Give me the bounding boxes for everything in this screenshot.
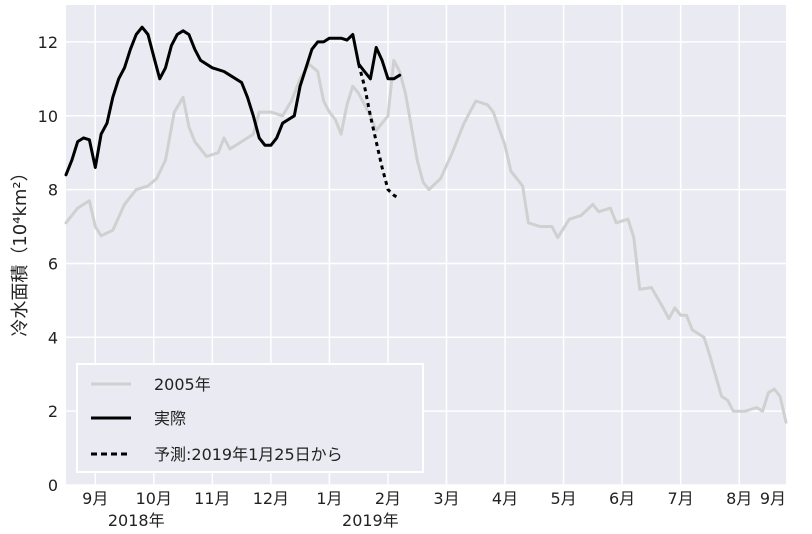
y-tick-label-6: 12 — [38, 33, 58, 52]
series-line-2 — [357, 63, 398, 199]
legend-label-forecast: 予測:2019年1月25日から — [154, 445, 343, 464]
x-tick-label-2: 11月 — [194, 489, 230, 508]
series-group — [64, 25, 788, 424]
legend-label-actual: 実際 — [154, 409, 186, 428]
y-tick-labels: 0 2 4 6 8 10 12 — [38, 33, 58, 495]
x-tick-label-11: 8月 — [726, 489, 752, 508]
y-tick-label-2: 4 — [48, 328, 58, 347]
y-tick-label-5: 10 — [38, 107, 58, 126]
legend: 2005年 実際 予測:2019年1月25日から — [76, 363, 424, 473]
x-tick-label-1: 10月 — [136, 489, 172, 508]
x-tick-label-10: 7月 — [668, 489, 694, 508]
series-line-0 — [64, 58, 788, 424]
y-axis-label: 冷水面積（10⁴km²） — [10, 163, 31, 336]
x-tick-label-8: 5月 — [550, 489, 576, 508]
x-tick-label-0: 9月 — [82, 489, 108, 508]
y-tick-label-1: 2 — [48, 402, 58, 421]
x-tick-label-5: 2月 — [375, 489, 401, 508]
y-tick-label-3: 6 — [48, 254, 58, 273]
legend-box — [76, 363, 424, 473]
x-tick-label-12: 9月 — [760, 489, 786, 508]
x-year-label-1: 2019年 — [342, 511, 399, 530]
x-tick-label-7: 4月 — [492, 489, 518, 508]
x-year-label-0: 2018年 — [108, 511, 165, 530]
y-tick-label-4: 8 — [48, 181, 58, 200]
x-tick-label-6: 3月 — [433, 489, 459, 508]
series-line-1 — [64, 25, 402, 177]
x-tick-label-4: 1月 — [316, 489, 342, 508]
y-tick-label-0: 0 — [48, 476, 58, 495]
legend-label-2005: 2005年 — [154, 375, 211, 394]
x-tick-label-3: 12月 — [253, 489, 289, 508]
x-tick-label-9: 6月 — [609, 489, 635, 508]
